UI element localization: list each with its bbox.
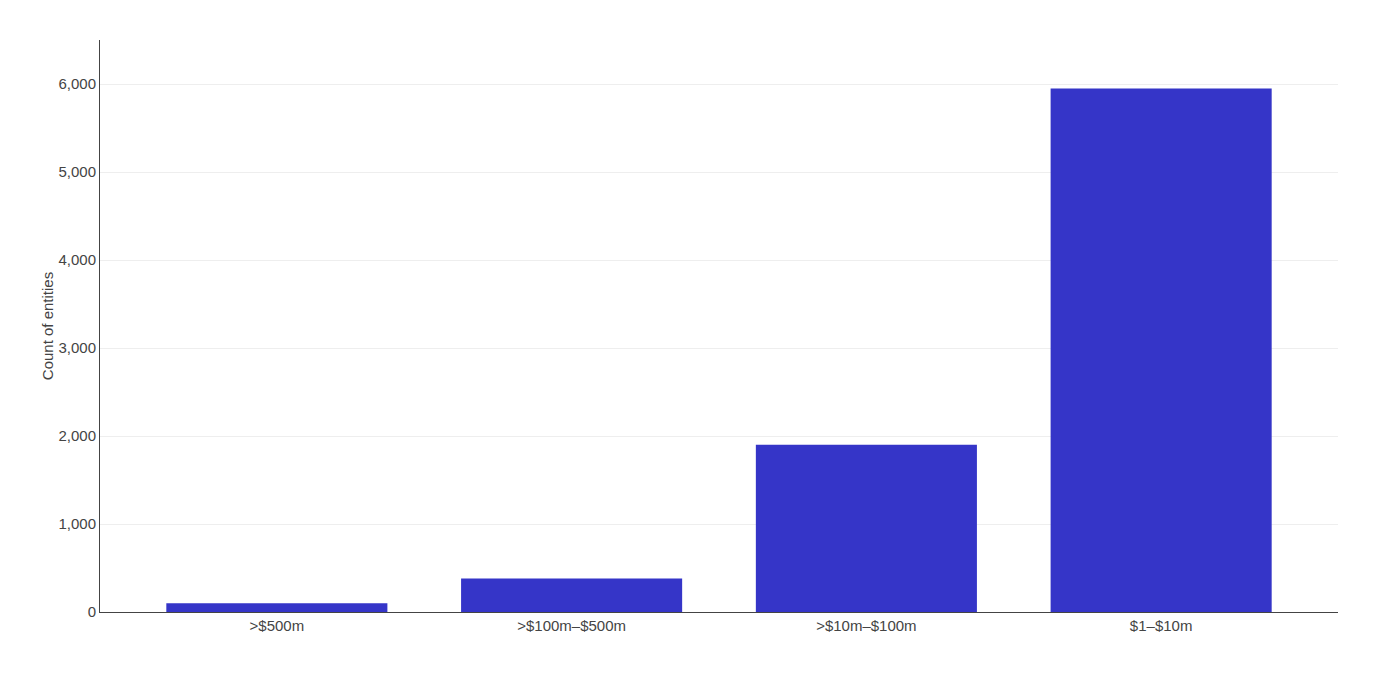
- svg-text:$1–$10m: $1–$10m: [1130, 617, 1193, 634]
- svg-text:2,000: 2,000: [58, 427, 96, 444]
- svg-text:>$10m–$100m: >$10m–$100m: [816, 617, 917, 634]
- svg-text:1,000: 1,000: [58, 515, 96, 532]
- svg-text:3,000: 3,000: [58, 339, 96, 356]
- svg-text:Count of entities: Count of entities: [39, 272, 56, 380]
- svg-text:>$100m–$500m: >$100m–$500m: [517, 617, 626, 634]
- svg-text:6,000: 6,000: [58, 75, 96, 92]
- svg-text:>$500m: >$500m: [250, 617, 305, 634]
- svg-text:0: 0: [88, 603, 96, 620]
- svg-text:5,000: 5,000: [58, 163, 96, 180]
- svg-text:4,000: 4,000: [58, 251, 96, 268]
